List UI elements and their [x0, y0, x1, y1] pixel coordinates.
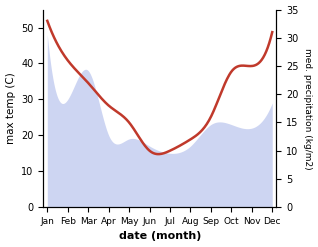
Y-axis label: med. precipitation (kg/m2): med. precipitation (kg/m2)	[303, 48, 313, 169]
X-axis label: date (month): date (month)	[119, 231, 201, 242]
Y-axis label: max temp (C): max temp (C)	[5, 72, 16, 144]
